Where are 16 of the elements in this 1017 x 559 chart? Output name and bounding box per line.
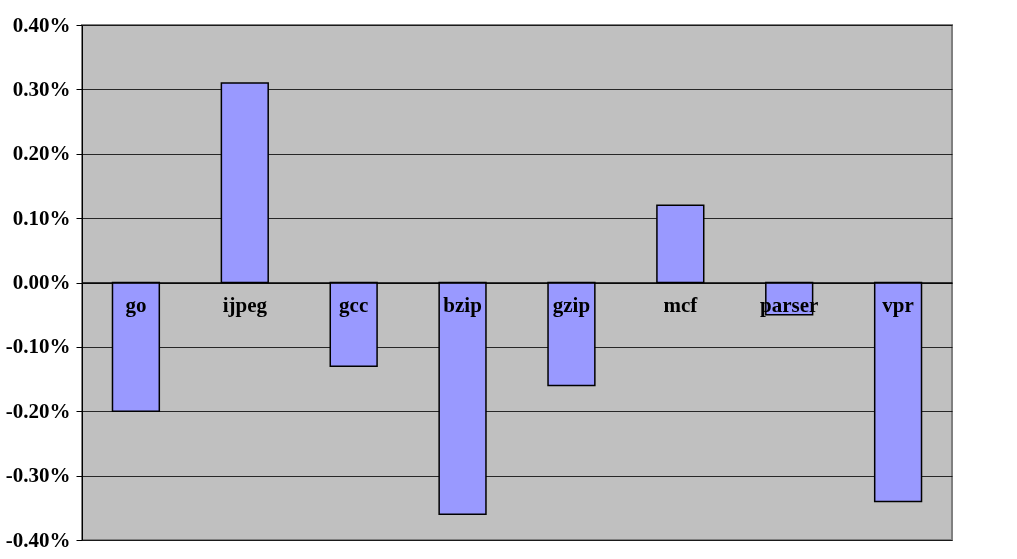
y-tick-label: 0.30% [12, 76, 71, 101]
y-tick-label: -0.40% [5, 527, 71, 552]
y-tick-label: 0.10% [12, 205, 71, 230]
y-tick-label: 0.20% [12, 141, 71, 166]
y-tick-label: -0.10% [5, 334, 71, 359]
y-tick-label: 0.40% [12, 12, 71, 37]
x-tick-label: ijpeg [222, 293, 268, 317]
x-tick-label: go [125, 293, 147, 317]
x-tick-label: vpr [882, 293, 914, 317]
x-tick-label: gzip [552, 293, 591, 317]
x-tick-label: bzip [443, 293, 482, 317]
y-tick-label: -0.30% [5, 463, 71, 488]
y-tick-label: -0.20% [5, 398, 71, 423]
x-tick-label: mcf [663, 293, 699, 317]
y-tick-label: 0.00% [12, 270, 71, 294]
x-tick-label: gcc [339, 293, 369, 317]
